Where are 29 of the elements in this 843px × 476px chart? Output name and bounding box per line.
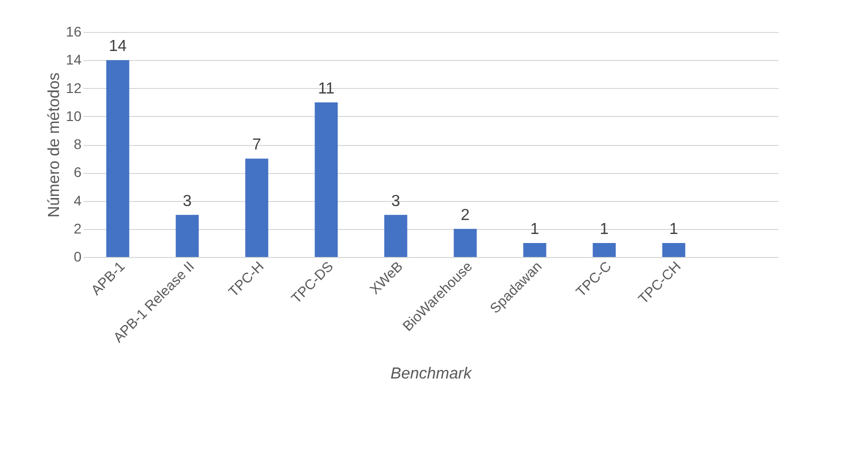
bar — [245, 158, 268, 257]
data-label: 3 — [391, 192, 400, 210]
y-tick-label: 12 — [66, 80, 82, 96]
x-axis-title: Benchmark — [390, 365, 472, 382]
bar — [454, 228, 477, 257]
bar — [662, 242, 686, 257]
data-label: 11 — [318, 80, 335, 98]
data-label: 3 — [182, 192, 192, 210]
y-tick-label: 16 — [66, 24, 82, 40]
y-tick-label: 2 — [74, 220, 82, 236]
bar — [592, 242, 616, 257]
y-tick-label: 14 — [66, 52, 82, 68]
y-tick-label: 8 — [74, 136, 82, 152]
bar — [523, 242, 546, 257]
data-label: 7 — [252, 136, 262, 154]
data-label: 1 — [530, 220, 540, 238]
data-label: 14 — [108, 38, 127, 56]
bar — [314, 102, 338, 257]
bar — [384, 214, 408, 257]
data-label: 1 — [600, 220, 609, 238]
y-tick-label: 0 — [74, 248, 82, 264]
y-tick-label: 4 — [74, 192, 82, 208]
y-tick-label: 10 — [66, 108, 82, 124]
bar — [176, 214, 199, 257]
y-axis-title: Número de métodos — [46, 72, 63, 218]
data-label: 2 — [460, 206, 470, 224]
y-tick-label: 6 — [74, 164, 82, 180]
bar — [106, 60, 130, 257]
data-label: 1 — [669, 220, 678, 238]
